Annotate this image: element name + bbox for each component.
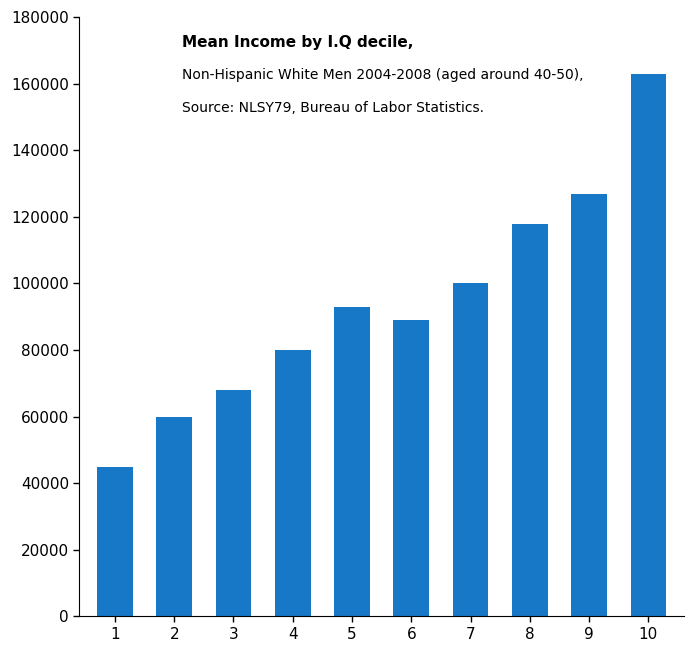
- Text: Mean Income by I.Q decile,: Mean Income by I.Q decile,: [182, 35, 414, 50]
- Bar: [630, 74, 666, 616]
- Bar: [156, 417, 192, 616]
- Bar: [215, 390, 252, 616]
- Bar: [512, 223, 548, 616]
- Bar: [275, 350, 311, 616]
- Bar: [571, 193, 607, 616]
- Bar: [334, 307, 370, 616]
- Bar: [97, 467, 133, 616]
- Bar: [393, 320, 429, 616]
- Text: Source: NLSY79, Bureau of Labor Statistics.: Source: NLSY79, Bureau of Labor Statisti…: [182, 101, 484, 115]
- Bar: [452, 283, 489, 616]
- Text: Non-Hispanic White Men 2004-2008 (aged around 40-50),: Non-Hispanic White Men 2004-2008 (aged a…: [182, 68, 584, 82]
